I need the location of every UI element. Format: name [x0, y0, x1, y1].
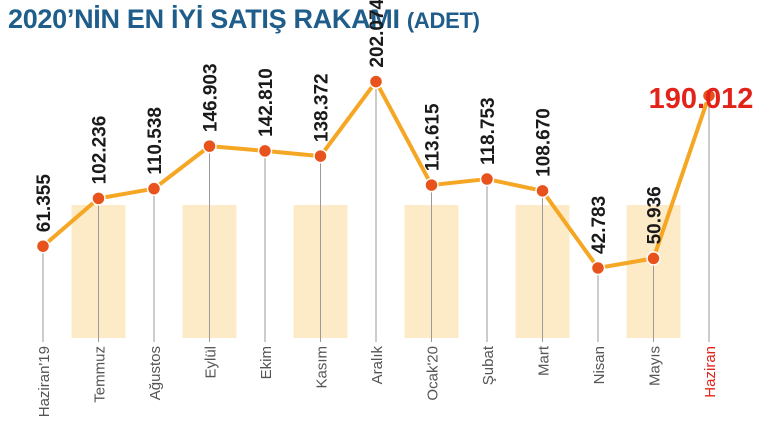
data-point [91, 191, 106, 206]
data-point [701, 88, 717, 103]
value-label: 142.810 [256, 68, 277, 137]
x-tick-label: Mayıs [647, 346, 664, 386]
x-tick-label: Aralık [369, 346, 386, 385]
data-point [35, 238, 51, 254]
data-point [479, 171, 495, 187]
data-point [590, 260, 606, 276]
x-tick-label: Ağustos [147, 346, 164, 400]
x-tick-label: Temmuz [92, 346, 109, 403]
x-tick-label: Ocak'20 [425, 346, 442, 401]
value-label: 138.372 [312, 73, 333, 142]
data-point [646, 251, 661, 266]
value-label: 108.670 [534, 108, 555, 177]
value-label: 50.936 [645, 186, 666, 244]
x-tick-label: Haziran [702, 346, 719, 398]
value-label: 102.236 [90, 116, 111, 185]
data-point [424, 177, 439, 193]
value-label: 113.615 [423, 103, 444, 171]
data-point [313, 148, 328, 164]
chart-subtitle: (ADET) [406, 8, 480, 33]
value-label-highlight: 190.012 [649, 83, 754, 115]
chart-title: 2020’NİN EN İYİ SATIŞ RAKAMI (ADET) [8, 4, 480, 35]
data-point [146, 181, 162, 196]
chart-title-text: 2020’NİN EN İYİ SATIŞ RAKAMI [8, 4, 400, 34]
value-label: 42.783 [589, 196, 610, 254]
value-label: 110.538 [145, 107, 166, 175]
data-point [535, 183, 550, 199]
x-tick-label: Ekim [258, 346, 275, 379]
x-tick-label: Eylül [203, 346, 220, 379]
data-point [257, 143, 273, 159]
value-label: 118.753 [478, 97, 499, 165]
x-tick-label: Mart [536, 345, 553, 376]
data-point [202, 138, 217, 154]
x-tick-label: Nisan [591, 346, 608, 384]
data-point [368, 74, 384, 89]
x-tick-label: Haziran'19 [36, 346, 53, 417]
value-label: 146.903 [201, 63, 222, 132]
x-tick-label: Şubat [480, 345, 497, 385]
value-label: 202.074 [367, 0, 388, 68]
value-label: 61.355 [34, 174, 55, 233]
x-tick-label: Kasım [314, 346, 331, 389]
